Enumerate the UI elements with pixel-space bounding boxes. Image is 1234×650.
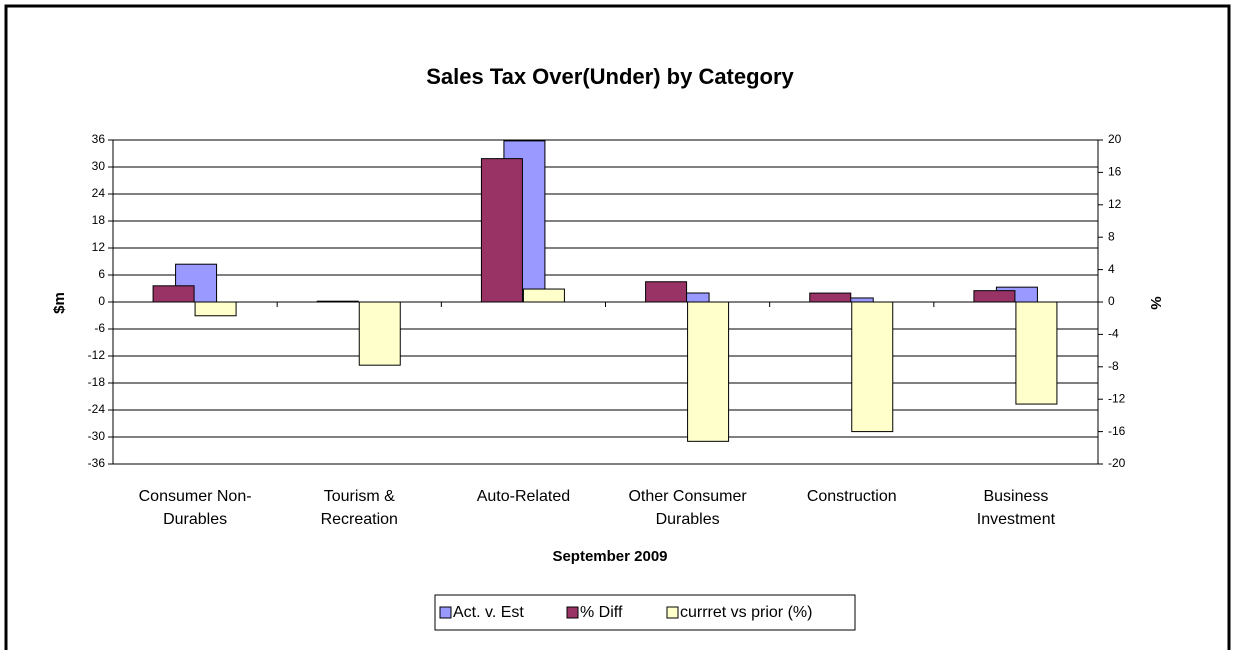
y2-tick-label: 8: [1108, 229, 1115, 243]
y-tick-label: 24: [92, 186, 106, 200]
y-tick-label: 12: [92, 240, 106, 254]
x-tick-label: Tourism & Recreation: [321, 488, 398, 528]
y2-tick-label: -4: [1108, 327, 1119, 341]
bar: [480, 158, 523, 303]
bar: [358, 301, 401, 366]
chart-title: Sales Tax Over(Under) by Category: [426, 64, 794, 89]
y-tick-label: -24: [88, 402, 106, 416]
bar: [1015, 301, 1058, 405]
legend-swatch: [666, 606, 679, 619]
x-tick-label: Consumer Non-Durables: [139, 488, 252, 528]
bar: [687, 301, 730, 442]
x-axis-title: September 2009: [552, 548, 667, 565]
y-tick-label: 18: [92, 213, 106, 227]
legend-box: [434, 594, 856, 631]
y2-axis-title: %: [1147, 296, 1164, 309]
y-tick-label: -18: [88, 375, 106, 389]
y-tick-label: -36: [88, 456, 106, 470]
y-tick-label: 36: [92, 132, 106, 146]
y-tick-label: -6: [94, 321, 105, 335]
legend-swatch: [439, 606, 452, 619]
y2-tick-label: 4: [1108, 262, 1115, 276]
legend-label: currret vs prior (%): [680, 604, 812, 621]
bar: [973, 290, 1016, 303]
y-tick-label: 30: [92, 159, 106, 173]
bar: [645, 281, 688, 303]
y2-tick-label: 12: [1108, 197, 1122, 211]
y2-tick-label: 20: [1108, 132, 1122, 146]
y2-tick-label: 16: [1108, 165, 1122, 179]
x-tick-label: Construction: [807, 488, 897, 505]
y-tick-label: -12: [88, 348, 106, 362]
y2-tick-label: -16: [1108, 424, 1126, 438]
y-tick-label: 0: [98, 294, 105, 308]
bar: [194, 301, 237, 317]
x-tick-label: Business Investment: [977, 488, 1056, 528]
bar: [809, 292, 852, 303]
y2-tick-label: -8: [1108, 359, 1119, 373]
y-tick-label: -30: [88, 429, 106, 443]
legend-label: Act. v. Est: [453, 604, 524, 621]
bar: [851, 301, 894, 433]
y2-tick-label: -12: [1108, 391, 1126, 405]
chart-border: [4, 4, 1231, 650]
legend-label: % Diff: [580, 604, 623, 621]
bar: [152, 285, 195, 303]
y-tick-label: 6: [98, 267, 105, 281]
y2-tick-label: 0: [1108, 294, 1115, 308]
x-tick-label: Other Consumer Durables: [628, 488, 747, 528]
x-tick-label: Auto-Related: [477, 488, 570, 505]
legend-swatch: [566, 606, 579, 619]
y-axis-title: $m: [51, 292, 68, 314]
y2-tick-label: -20: [1108, 456, 1126, 470]
bar: [522, 288, 565, 303]
